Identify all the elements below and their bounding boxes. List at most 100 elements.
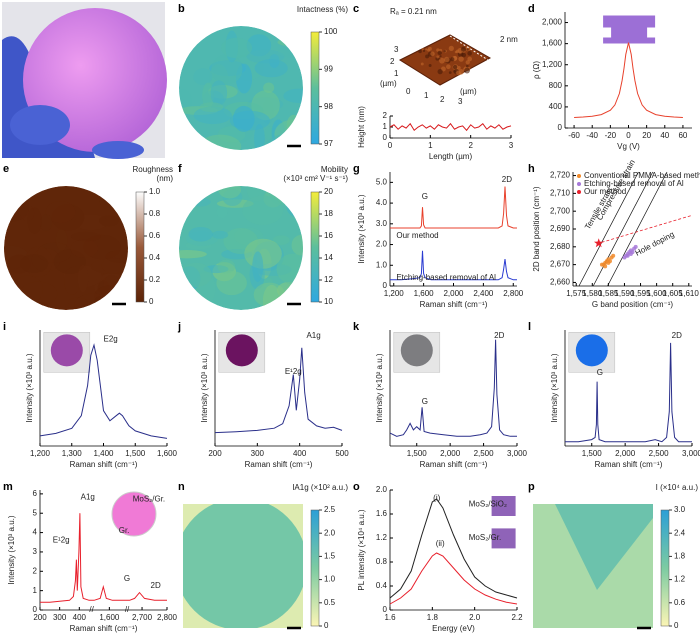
y-tick-label: 0.8 xyxy=(376,557,388,566)
afm-texture xyxy=(421,47,424,51)
colorbar-label: Roughness xyxy=(133,165,173,174)
y-axis-label: Intensity (×10³ a.u.) xyxy=(200,353,209,422)
panel-label: f xyxy=(178,163,182,175)
x-tick-label: 1,500 xyxy=(407,449,428,458)
colorbar-tick-label: 1.5 xyxy=(324,552,336,561)
y-tick-label: 800 xyxy=(549,81,563,90)
afm-texture xyxy=(459,51,462,54)
series-line xyxy=(574,42,683,118)
panel-label: g xyxy=(353,163,360,175)
y-tick-label: 2,720 xyxy=(550,171,571,180)
x-tick-label: 2,500 xyxy=(649,449,670,458)
afm-axis-label: (µm) xyxy=(460,87,477,96)
legend-marker xyxy=(577,190,581,194)
series-label: Our method xyxy=(396,231,438,240)
inset-wafer xyxy=(400,334,433,367)
panel-label: h xyxy=(528,163,535,175)
map-texture xyxy=(291,234,303,256)
panel-label: i xyxy=(3,321,6,333)
colorbar xyxy=(135,191,145,303)
x-tick-label: 20 xyxy=(642,131,651,140)
x-tick-label: 1,200 xyxy=(384,289,405,298)
inset-wafer xyxy=(575,334,608,367)
x-tick-label: 1,200 xyxy=(30,449,51,458)
map-texture xyxy=(98,215,119,227)
annotation: G xyxy=(422,397,428,406)
x-tick-label: 3,000 xyxy=(682,449,700,458)
legend-label: Conventional PMMA-based method xyxy=(584,171,700,180)
annotation: G xyxy=(422,192,428,201)
x-tick-label: 2 xyxy=(468,141,473,150)
map-texture xyxy=(277,38,303,47)
x-tick-label: 1,575 xyxy=(566,289,587,298)
legend-marker xyxy=(577,174,581,178)
series-line xyxy=(39,343,168,439)
colorbar-tick-label: 99 xyxy=(324,64,333,73)
y-axis-label: Height (nm) xyxy=(357,106,366,148)
map-texture xyxy=(252,251,264,282)
afm-texture xyxy=(436,55,440,59)
panel-label: n xyxy=(178,481,185,493)
colorbar-tick-label: 12 xyxy=(324,275,333,284)
y-tick-label: 2,690 xyxy=(550,224,571,233)
annotation: G xyxy=(597,368,603,377)
map-texture xyxy=(262,284,281,310)
x-tick-label: 2,500 xyxy=(474,449,495,458)
colorbar-tick-label: 14 xyxy=(324,253,333,262)
inset-image xyxy=(491,528,516,549)
afm-axis-label: 2 nm xyxy=(500,35,518,44)
map-texture xyxy=(180,262,212,288)
afm-texture xyxy=(448,71,452,74)
map-texture xyxy=(286,194,303,218)
afm-texture xyxy=(465,60,470,65)
colorbar-tick-label: 0.2 xyxy=(149,275,161,284)
map-texture xyxy=(220,37,253,59)
x-tick-label: 3,000 xyxy=(507,449,528,458)
colorbar-tick-label: 1.0 xyxy=(324,575,336,584)
x-tick-label: 2.2 xyxy=(511,613,523,622)
x-tick-label: 300 xyxy=(53,613,67,622)
x-tick-label: -20 xyxy=(605,131,617,140)
inset-wafer xyxy=(111,491,157,537)
legend-label: Our method xyxy=(584,187,626,196)
map-texture xyxy=(246,186,267,202)
x-axis-label: G band position (cm⁻¹) xyxy=(592,300,673,309)
x-axis-label: Raman shift (cm⁻¹) xyxy=(420,300,488,309)
x-tick-label: 400 xyxy=(293,449,307,458)
point xyxy=(633,244,638,249)
y-tick-label: 0 xyxy=(383,281,388,290)
map-film xyxy=(183,504,303,628)
afm-texture xyxy=(456,70,461,76)
map-texture xyxy=(274,119,303,149)
map xyxy=(179,26,303,150)
afm-texture xyxy=(452,64,458,70)
map-texture xyxy=(242,195,284,225)
map-texture xyxy=(45,201,76,223)
afm-axis-label: (µm) xyxy=(380,79,397,88)
afm-texture xyxy=(460,46,467,52)
x-axis-label: Raman shift (cm⁻¹) xyxy=(70,624,138,633)
map-texture xyxy=(27,207,42,234)
annotation: MoS₂/Gr. xyxy=(469,533,501,542)
colorbar-tick-label: 0.8 xyxy=(149,209,161,218)
y-tick-label: 2,670 xyxy=(550,260,571,269)
inset-wafer xyxy=(50,334,83,367)
y-tick-label: 1,200 xyxy=(542,60,563,69)
colorbar-tick-label: 1.2 xyxy=(674,575,686,584)
map-texture xyxy=(179,131,193,146)
map-texture xyxy=(17,196,29,217)
panel-label: k xyxy=(353,321,360,333)
colorbar-label: Intactness (%) xyxy=(297,5,348,14)
afm-texture xyxy=(418,49,422,54)
x-tick-label: 0 xyxy=(388,141,393,150)
panel-label: e xyxy=(3,163,9,175)
afm-texture xyxy=(446,64,451,70)
afm-texture xyxy=(439,55,442,58)
y-tick-label: 1 xyxy=(383,122,388,131)
y-axis-label: Intensity (×10³ a.u.) xyxy=(550,353,559,422)
colorbar xyxy=(660,509,670,627)
annotation: Gr. xyxy=(119,526,130,535)
y-tick-label: 1,600 xyxy=(542,39,563,48)
y-tick-label: 1.6 xyxy=(376,509,388,518)
colorbar-tick-label: 0.5 xyxy=(324,598,336,607)
